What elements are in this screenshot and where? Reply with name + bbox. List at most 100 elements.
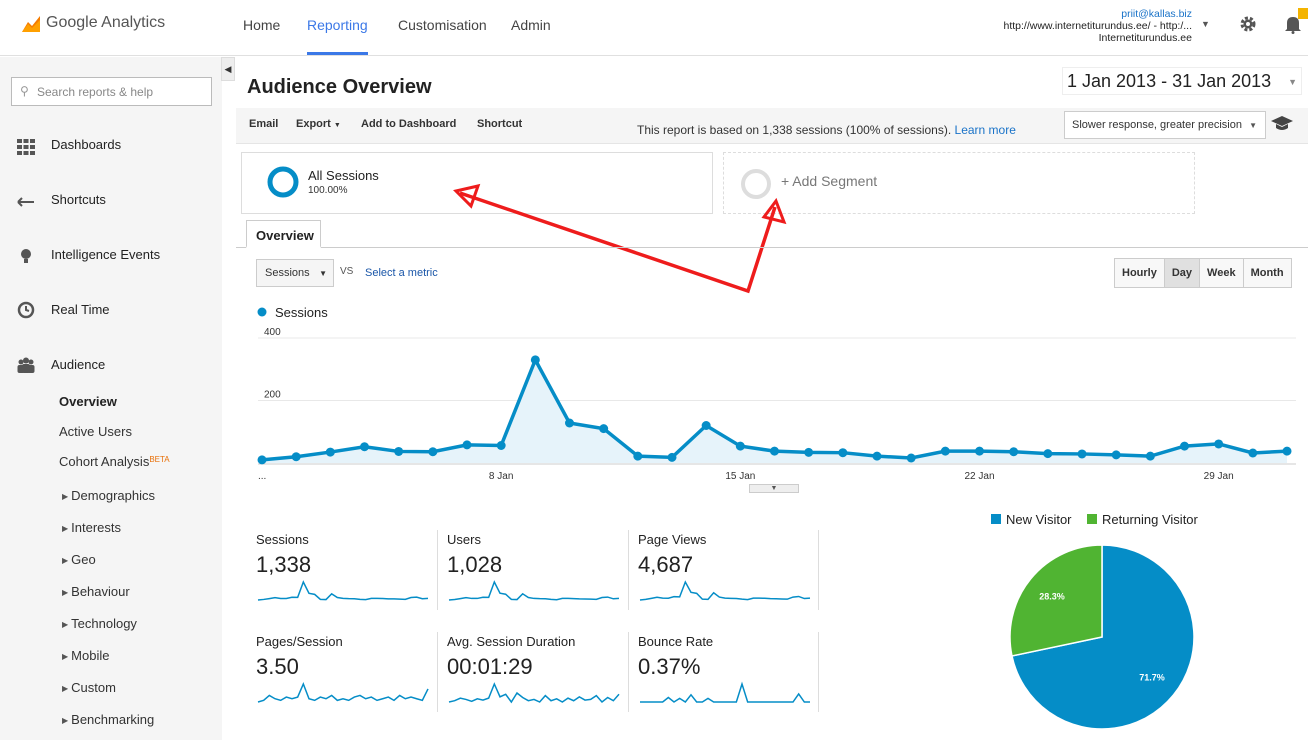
sessions-point [496, 441, 506, 450]
sidebar-item-overview[interactable]: Overview [59, 394, 117, 409]
account-view: Internetiturundus.ee [1098, 32, 1192, 44]
sessions-point [394, 446, 404, 456]
kpi-label: Bounce Rate [638, 634, 714, 649]
precision-value: Slower response, greater precision [1072, 119, 1242, 131]
logo[interactable]: Google Analytics [22, 14, 165, 32]
gear-icon[interactable] [1239, 15, 1257, 33]
sessions-point [804, 447, 814, 457]
add-to-dashboard-button[interactable]: Add to Dashboard [361, 118, 457, 130]
sessions-point [633, 451, 643, 461]
export-button[interactable]: Export ▼ [296, 118, 341, 130]
metric-select-value: Sessions [265, 267, 310, 279]
kpi-sparkline [257, 580, 429, 601]
sidebar-item-behaviour[interactable]: ▶ Behaviour [62, 584, 130, 599]
visitor-pie-chart: 71.7% 28.3% [1009, 544, 1195, 730]
shortcut-button[interactable]: Shortcut [477, 118, 523, 130]
top-bar: Google Analytics Home Reporting Customis… [0, 0, 1308, 56]
nav-customisation[interactable]: Customisation [398, 17, 487, 33]
dashboards-icon [17, 139, 35, 155]
sidebar-item-intelligence-events[interactable]: Intelligence Events [51, 247, 161, 262]
nav-home[interactable]: Home [243, 17, 281, 33]
chevron-down-icon: ▼ [319, 269, 327, 278]
add-segment-box[interactable]: + Add Segment [723, 152, 1195, 214]
x-tick-label: 15 Jan [725, 471, 755, 482]
expand-triangle-icon: ▶ [62, 556, 69, 565]
chevron-down-icon: ▼ [1288, 77, 1297, 87]
kpi-sparkline [640, 681, 810, 703]
technology-label: Technology [71, 616, 137, 631]
sessions-point [530, 355, 540, 365]
sessions-point [599, 424, 609, 434]
page-title: Audience Overview [247, 76, 432, 98]
nav-admin[interactable]: Admin [511, 17, 551, 33]
sessions-point [1145, 451, 1155, 461]
sessions-point [291, 452, 301, 462]
graduation-cap-icon[interactable] [1270, 115, 1294, 133]
account-caret-icon[interactable]: ▼ [1201, 19, 1210, 29]
expand-triangle-icon: ▶ [62, 492, 69, 501]
vs-label: VS [340, 266, 354, 277]
export-label: Export [296, 118, 331, 130]
period-month-button[interactable]: Month [1243, 259, 1291, 287]
sessions-point [975, 446, 984, 456]
precision-select[interactable]: Slower response, greater precision ▼ [1064, 111, 1266, 139]
email-button[interactable]: Email [249, 118, 279, 130]
legend-dot-sessions [257, 307, 267, 317]
legend-returning-visitor: Returning Visitor [1102, 512, 1198, 527]
sessions-point [428, 447, 438, 457]
metric-select[interactable]: Sessions ▼ [256, 259, 334, 287]
sidebar-item-benchmarking[interactable]: ▶ Benchmarking [62, 712, 154, 727]
kpi-label: Sessions [256, 532, 309, 547]
sidebar-item-custom[interactable]: ▶ Custom [62, 680, 116, 695]
sidebar-item-active-users[interactable]: Active Users [59, 424, 132, 439]
period-hourly-button[interactable]: Hourly [1115, 259, 1165, 287]
sessions-point [1111, 450, 1121, 460]
date-range-text: 1 Jan 2013 - 31 Jan 2013 [1067, 71, 1272, 91]
pie-slice-label: 71.7% [1139, 673, 1165, 683]
select-metric-link[interactable]: Select a metric [365, 267, 438, 279]
sidebar-item-audience[interactable]: Audience [51, 357, 106, 372]
nav-active-underline [307, 52, 368, 55]
bell-icon[interactable] [1283, 14, 1303, 34]
period-week-button[interactable]: Week [1200, 259, 1244, 287]
sparkline-path [448, 682, 620, 704]
kpi-value: 1,338 [256, 552, 312, 577]
tab-overview[interactable]: Overview [246, 220, 321, 248]
sessions-point [257, 455, 267, 465]
sessions-point [1009, 447, 1019, 457]
sidebar-item-interests[interactable]: ▶ Interests [62, 520, 121, 535]
tab-divider [236, 247, 1308, 248]
sampling-text: This report is based on 1,338 sessions (… [637, 123, 952, 137]
sparkline-path [257, 580, 429, 601]
sidebar-item-geo[interactable]: ▶ Geo [62, 552, 96, 567]
sidebar-item-real-time[interactable]: Real Time [51, 302, 110, 317]
date-range-picker[interactable]: 1 Jan 2013 - 31 Jan 2013 ▼ [1062, 67, 1302, 95]
sidebar-item-technology[interactable]: ▶ Technology [62, 616, 137, 631]
sidebar-item-mobile[interactable]: ▶ Mobile [62, 648, 109, 663]
search-input[interactable]: ⚲ Search reports & help [11, 77, 212, 106]
nav-reporting[interactable]: Reporting [307, 17, 368, 33]
sessions-point [325, 447, 335, 457]
segment-all-sessions[interactable]: All Sessions 100.00% [241, 152, 713, 214]
shortcuts-icon [17, 197, 34, 207]
kpi-value: 0.37% [638, 654, 701, 679]
behaviour-label: Behaviour [71, 584, 130, 599]
chart-resize-handle[interactable]: ▼ [749, 484, 799, 493]
demographics-label: Demographics [71, 488, 155, 503]
kpi-label: Page Views [638, 532, 707, 547]
expand-triangle-icon: ▶ [62, 684, 69, 693]
sidebar-item-shortcuts[interactable]: Shortcuts [51, 192, 106, 207]
sessions-point [1214, 439, 1224, 449]
period-toggle: Hourly Day Week Month [1114, 258, 1292, 288]
search-placeholder: Search reports & help [37, 85, 154, 99]
learn-more-link[interactable]: Learn more [954, 123, 1016, 137]
sessions-point [1077, 449, 1087, 459]
sidebar-item-cohort-analysis[interactable]: Cohort AnalysisBETA [59, 454, 170, 469]
period-day-button[interactable]: Day [1164, 259, 1201, 287]
sidebar-item-demographics[interactable]: ▶ Demographics [62, 488, 155, 503]
x-tick-label: 29 Jan [1204, 471, 1234, 482]
sidebar-collapse-button[interactable]: ◀ [221, 57, 235, 81]
account-selector[interactable]: priit@kallas.biz http://www.internetitur… [1003, 8, 1192, 44]
sidebar-item-dashboards[interactable]: Dashboards [51, 137, 122, 152]
kpi-divider [818, 632, 819, 712]
